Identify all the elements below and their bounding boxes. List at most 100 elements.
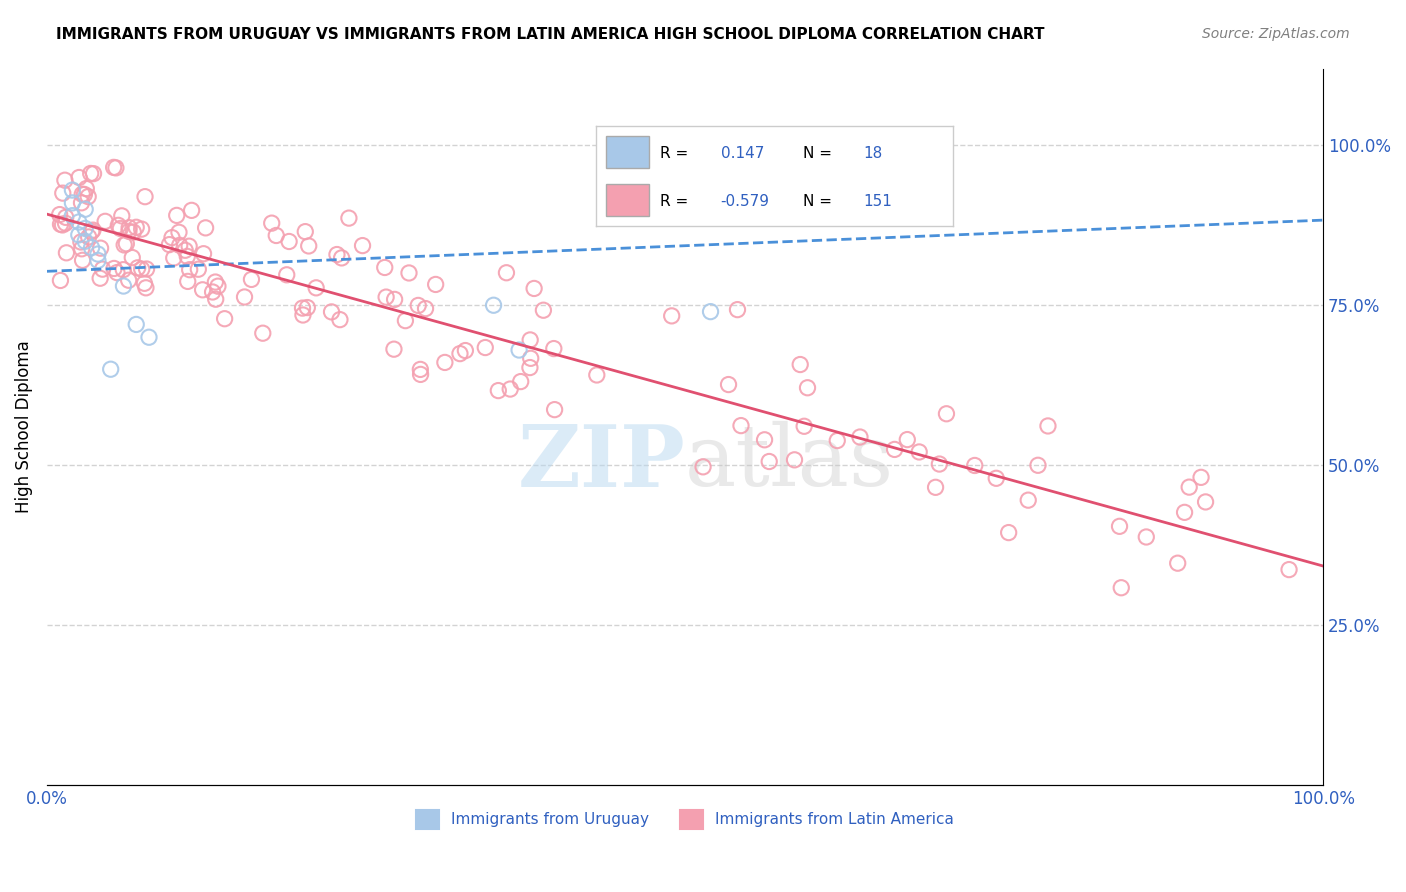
Point [783,453,806,467]
Point [193,246,215,260]
Point [62,195,84,210]
Point [176,249,198,263]
Point [375,290,398,304]
Point [112,279,135,293]
Point [75,221,97,235]
Point [1167,556,1189,570]
Point [80,225,103,239]
Point [80,166,103,180]
Point [160,230,183,244]
Point [112,262,135,277]
Point [118,273,141,287]
Point [1174,505,1197,519]
Point [131,222,153,236]
Point [793,419,815,434]
Point [111,209,134,223]
Point [204,292,226,306]
Point [70,235,93,249]
Point [519,360,541,375]
Point [191,283,214,297]
Point [80,241,103,255]
Point [499,382,522,396]
Legend: Immigrants from Uruguay, Immigrants from Latin America: Immigrants from Uruguay, Immigrants from… [411,804,960,835]
Point [204,275,226,289]
Point [394,313,416,327]
Point [51,218,73,232]
Point [169,238,191,252]
Point [1109,581,1132,595]
Point [883,442,905,457]
Text: ZIP: ZIP [517,421,685,505]
Point [167,225,190,239]
Point [754,433,776,447]
Point [135,281,157,295]
Point [543,402,565,417]
Point [896,433,918,447]
Point [83,167,105,181]
Point [70,242,93,256]
Point [89,271,111,285]
Point [179,262,201,277]
Y-axis label: High School Diploma: High School Diploma [15,341,32,513]
Point [91,262,114,277]
Point [997,525,1019,540]
Point [924,480,946,494]
Point [425,277,447,292]
Point [131,262,153,277]
Point [77,189,100,203]
Point [166,208,188,222]
Point [508,343,530,357]
Point [986,471,1008,485]
Point [796,381,818,395]
Point [67,227,90,242]
Point [519,351,541,366]
Point [75,202,97,217]
Point [110,221,132,235]
Point [135,262,157,277]
Point [699,304,721,318]
Point [62,183,84,197]
Point [291,308,314,322]
Point [72,187,94,202]
Point [409,362,432,376]
Point [486,384,509,398]
Point [382,342,405,356]
Point [118,220,141,235]
Point [1178,480,1201,494]
Point [585,368,607,382]
Point [125,318,148,332]
Text: atlas: atlas [685,421,894,504]
Point [49,217,72,231]
Point [70,195,93,210]
Point [326,247,349,261]
Point [77,230,100,244]
Point [305,281,328,295]
Point [174,244,197,258]
Point [519,333,541,347]
Point [474,341,496,355]
Point [264,228,287,243]
Point [75,234,97,248]
Point [177,274,200,288]
Point [48,208,70,222]
Point [278,235,301,249]
Point [730,418,752,433]
Point [94,214,117,228]
Point [825,434,848,448]
Point [214,311,236,326]
Point [384,293,406,307]
Point [1194,495,1216,509]
Text: Source: ZipAtlas.com: Source: ZipAtlas.com [1202,27,1350,41]
Point [103,261,125,276]
Point [298,239,321,253]
Point [1278,563,1301,577]
Point [180,203,202,218]
Point [55,216,77,230]
Point [482,298,505,312]
Point [125,220,148,235]
Point [53,173,76,187]
Point [415,301,437,316]
Point [104,161,127,175]
Point [82,223,104,237]
Point [73,187,96,202]
